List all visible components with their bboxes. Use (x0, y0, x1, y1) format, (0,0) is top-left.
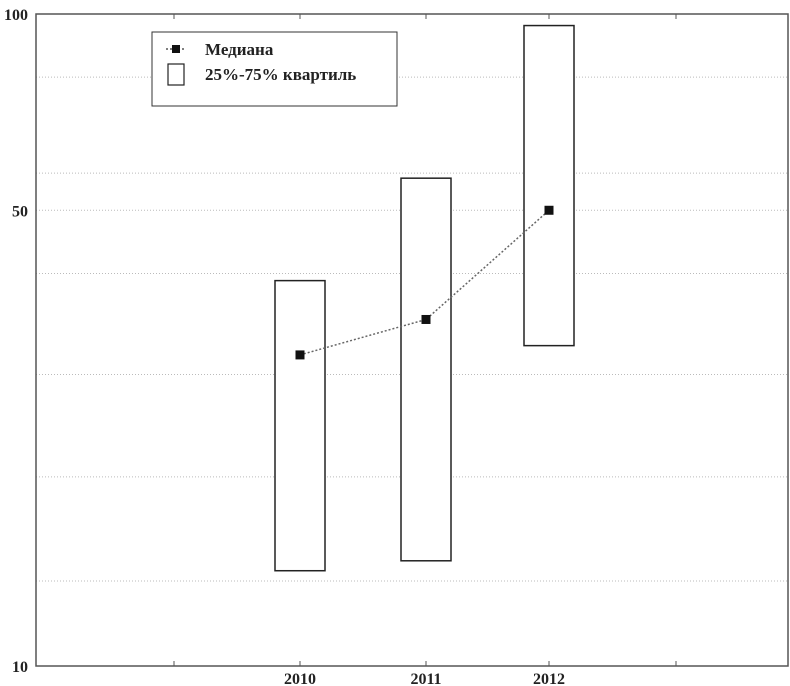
x-tick-label: 2011 (410, 671, 441, 686)
legend-median-label: Медиана (205, 40, 274, 59)
quartile-box (400, 177, 452, 562)
median-line (299, 209, 550, 356)
y-tick-label: 10 (12, 659, 28, 676)
median-point (544, 205, 554, 215)
y-tick-label: 100 (4, 7, 28, 24)
x-tick-label: 2012 (533, 671, 565, 686)
legend-quartile-label: 25%-75% квартиль (205, 65, 356, 84)
chart-marks (274, 24, 575, 572)
median-point (295, 350, 305, 360)
quartile-box (523, 24, 575, 347)
axes: 10 50 100 2010 2011 2012 (4, 7, 677, 686)
legend-quartile-swatch (167, 63, 185, 86)
y-tick-label: 50 (12, 203, 28, 220)
quartile-box (274, 279, 326, 572)
plot-frame (35, 13, 789, 667)
median-point (421, 314, 431, 324)
legend: Медиана 25%-75% квартиль (151, 31, 398, 107)
legend-median-marker (172, 45, 180, 53)
x-tick-label: 2010 (284, 671, 316, 686)
legend-box (151, 31, 398, 107)
